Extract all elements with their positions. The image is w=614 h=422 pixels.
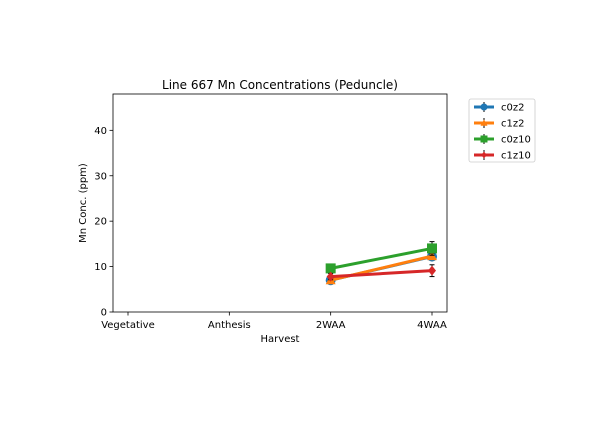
legend-label: c1z10	[501, 151, 531, 162]
series-line	[330, 246, 433, 270]
series-c1z10	[326, 264, 436, 282]
x-tick-label: Vegetative	[101, 320, 155, 331]
legend-frame	[468, 98, 536, 163]
data-point	[428, 265, 436, 276]
y-tick-label: 20	[94, 217, 107, 228]
legend-label: c1z2	[501, 119, 524, 130]
legend-item: c1z10	[474, 150, 531, 162]
x-axis-label: Harvest	[261, 334, 300, 345]
legend-marker	[481, 151, 487, 159]
legend-marker	[480, 135, 488, 143]
series-c0z10	[325, 241, 437, 274]
legend-marker	[480, 119, 488, 126]
x-tick-label: 2WAA	[316, 320, 346, 331]
legend-label: c0z2	[501, 103, 524, 114]
x-tick-label: Anthesis	[208, 320, 251, 331]
y-tick-label: 0	[101, 308, 107, 319]
series-c1z2	[325, 251, 437, 285]
legend-marker	[480, 103, 488, 111]
legend-item: c0z10	[474, 134, 531, 146]
legend-label: c0z10	[501, 135, 531, 146]
data-point	[326, 271, 335, 282]
legend: c0z2 c1z2 c0z10 c1z10	[468, 98, 536, 163]
x-tick-label: 4WAA	[417, 320, 447, 331]
y-axis-label: Mn Conc. (ppm)	[78, 163, 89, 243]
data-point	[427, 243, 437, 254]
y-tick-label: 30	[94, 171, 107, 182]
legend-item: c0z2	[474, 102, 524, 114]
plot-area: 0 10 20 30 40 Vegetative Anthesis 2WAA 4WAA	[94, 93, 448, 331]
chart-title: Line 667 Mn Concentrations (Peduncle)	[162, 78, 398, 92]
y-tick-label: 40	[94, 126, 107, 137]
plot-frame	[112, 93, 448, 313]
y-tick-label: 10	[94, 262, 107, 273]
series-line	[330, 269, 433, 279]
data-point	[325, 263, 336, 274]
legend-item: c1z2	[474, 118, 524, 130]
